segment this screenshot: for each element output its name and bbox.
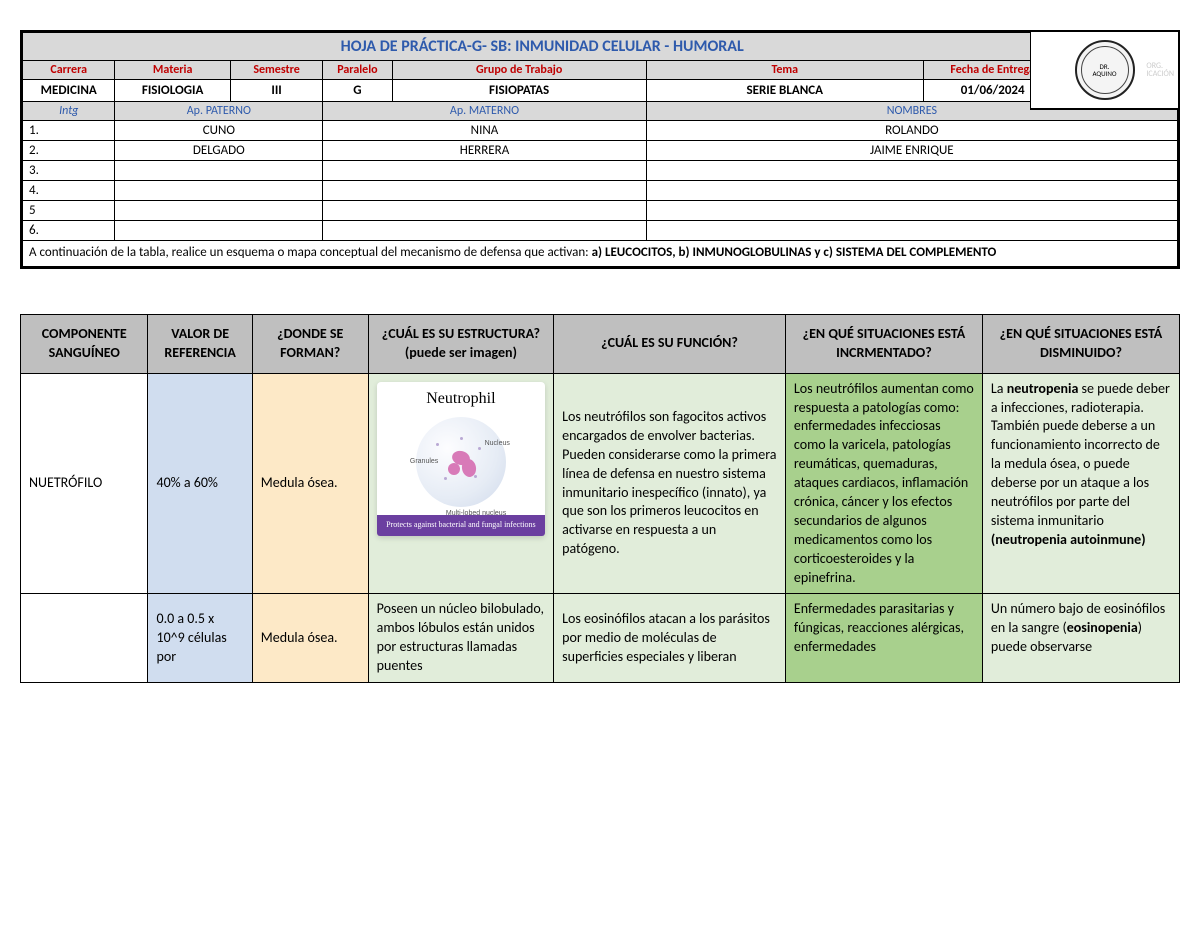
cell-disminuido: Un número bajo de eosinófilos en la sang…: [982, 594, 1179, 683]
label-intg: Intg: [23, 102, 115, 121]
name-row: 3.: [23, 161, 1178, 181]
field-labels-row: Carrera Materia Semestre Paralelo Grupo …: [23, 61, 1178, 80]
cell-incrementado: Los neutrófilos aumentan como respuesta …: [785, 373, 982, 594]
value-paralelo: G: [323, 80, 392, 102]
label-carrera: Carrera: [23, 61, 115, 80]
neutrophil-cell-icon: Granules Nucleus Multi-lobed nucleus: [416, 417, 506, 507]
table-row: 0.0 a 0.5 x 10^9 células por Medula ósea…: [21, 594, 1180, 683]
practice-form: DR.AQUINO ORG.ICACIÓN HOJA DE PRÁCTICA-G…: [20, 30, 1180, 269]
label-materia: Materia: [115, 61, 231, 80]
materno: HERRERA: [323, 141, 646, 161]
blood-components-table: COMPONENTE SANGUÍNEO VALOR DE REFERENCIA…: [20, 314, 1180, 683]
value-carrera: MEDICINA: [23, 80, 115, 102]
name-row: 2. DELGADO HERRERA JAIME ENRIQUE: [23, 141, 1178, 161]
cell-forman: Medula ósea.: [252, 594, 368, 683]
label-paralelo: Paralelo: [323, 61, 392, 80]
instruction-row: A continuación de la tabla, realice un e…: [23, 241, 1178, 267]
neutrophil-title: Neutrophil: [379, 388, 543, 410]
label-tema: Tema: [646, 61, 923, 80]
name-row: 1. CUNO NINA ROLANDO: [23, 121, 1178, 141]
th-estructura: ¿CUÁL ES SU ESTRUCTURA? (puede ser image…: [368, 314, 553, 373]
nombres: ROLANDO: [646, 121, 1177, 141]
institution-seal-icon: DR.AQUINO: [1075, 40, 1135, 100]
cell-forman: Medula ósea.: [252, 373, 368, 594]
label-paterno: Ap. PATERNO: [115, 102, 323, 121]
form-title: HOJA DE PRÁCTICA-G- SB: INMUNIDAD CELULA…: [23, 33, 1062, 61]
cell-componente: [21, 594, 148, 683]
th-disminuido: ¿EN QUÉ SITUACIONES ESTÁ DISMINUIDO?: [982, 314, 1179, 373]
table-row: NUETRÓFILO 40% a 60% Medula ósea. Neutro…: [21, 373, 1180, 594]
neutrophil-card: Neutrophil Granules Nucleus Multi-lobed …: [377, 382, 545, 536]
cell-referencia: 40% a 60%: [148, 373, 252, 594]
row-num: 6.: [23, 221, 115, 241]
th-referencia: VALOR DE REFERENCIA: [148, 314, 252, 373]
row-num: 2.: [23, 141, 115, 161]
materno: NINA: [323, 121, 646, 141]
name-row: 4.: [23, 181, 1178, 201]
th-forman: ¿DONDE SE FORMAN?: [252, 314, 368, 373]
label-grupo: Grupo de Trabajo: [392, 61, 646, 80]
cell-funcion: Los eosinófilos atacan a los parásitos p…: [554, 594, 786, 683]
cell-estructura: Neutrophil Granules Nucleus Multi-lobed …: [368, 373, 553, 594]
cell-componente: NUETRÓFILO: [21, 373, 148, 594]
row-num: 1.: [23, 121, 115, 141]
cell-estructura: Poseen un núcleo bilobulado, ambos lóbul…: [368, 594, 553, 683]
label-semestre: Semestre: [230, 61, 322, 80]
field-values-row: MEDICINA FISIOLOGIA III G FISIOPATAS SER…: [23, 80, 1178, 102]
label-materno: Ap. MATERNO: [323, 102, 646, 121]
th-incrementado: ¿EN QUÉ SITUACIONES ESTÁ INCRMENTADO?: [785, 314, 982, 373]
th-funcion: ¿CUÁL ES SU FUNCIÓN?: [554, 314, 786, 373]
nombres: JAIME ENRIQUE: [646, 141, 1177, 161]
row-num: 4.: [23, 181, 115, 201]
cell-disminuido: La neutropenia se puede deber a infeccio…: [982, 373, 1179, 594]
paterno: DELGADO: [115, 141, 323, 161]
name-row: 5: [23, 201, 1178, 221]
logo-cell: DR.AQUINO ORG.ICACIÓN: [1030, 30, 1180, 110]
row-num: 5: [23, 201, 115, 221]
row-num: 3.: [23, 161, 115, 181]
value-materia: FISIOLOGIA: [115, 80, 231, 102]
cell-funcion: Los neutrófilos son fagocitos activos en…: [554, 373, 786, 594]
cell-incrementado: Enfermedades parasitarias y fúngicas, re…: [785, 594, 982, 683]
names-header-row: Intg Ap. PATERNO Ap. MATERNO NOMBRES: [23, 102, 1178, 121]
instruction-text: A continuación de la tabla, realice un e…: [23, 241, 1178, 267]
value-semestre: III: [230, 80, 322, 102]
logo-side-text: ORG.ICACIÓN: [1146, 62, 1174, 78]
paterno: CUNO: [115, 121, 323, 141]
form-title-row: HOJA DE PRÁCTICA-G- SB: INMUNIDAD CELULA…: [23, 33, 1178, 61]
cell-referencia: 0.0 a 0.5 x 10^9 células por: [148, 594, 252, 683]
table-header-row: COMPONENTE SANGUÍNEO VALOR DE REFERENCIA…: [21, 314, 1180, 373]
form-header-table: HOJA DE PRÁCTICA-G- SB: INMUNIDAD CELULA…: [22, 32, 1178, 267]
value-grupo: FISIOPATAS: [392, 80, 646, 102]
value-tema: SERIE BLANCA: [646, 80, 923, 102]
name-row: 6.: [23, 221, 1178, 241]
th-componente: COMPONENTE SANGUÍNEO: [21, 314, 148, 373]
